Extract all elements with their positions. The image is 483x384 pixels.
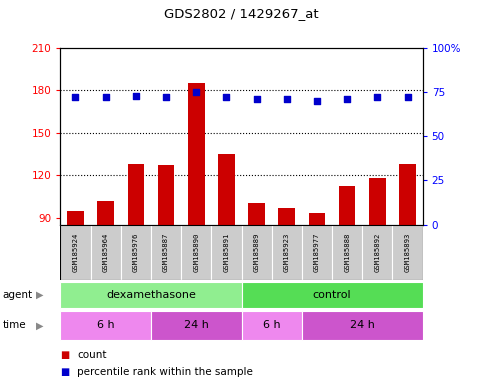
- Text: GSM185924: GSM185924: [72, 233, 78, 272]
- Bar: [188, 83, 204, 345]
- Text: control: control: [313, 290, 351, 300]
- Point: [132, 93, 140, 99]
- Bar: [248, 204, 265, 345]
- Text: ▶: ▶: [36, 320, 44, 331]
- Bar: [60, 282, 242, 308]
- Text: GSM185893: GSM185893: [405, 233, 411, 272]
- Text: 24 h: 24 h: [184, 320, 209, 331]
- Bar: [302, 311, 423, 340]
- Text: GSM185891: GSM185891: [224, 233, 229, 272]
- Text: ▶: ▶: [36, 290, 44, 300]
- Bar: [91, 225, 121, 280]
- Point: [283, 96, 291, 102]
- Bar: [339, 187, 355, 345]
- Text: agent: agent: [2, 290, 32, 300]
- Bar: [242, 225, 271, 280]
- Bar: [151, 225, 181, 280]
- Bar: [302, 225, 332, 280]
- Text: ■: ■: [60, 350, 70, 360]
- Text: 24 h: 24 h: [350, 320, 375, 331]
- Point: [162, 94, 170, 101]
- Text: dexamethasone: dexamethasone: [106, 290, 196, 300]
- Text: GSM185887: GSM185887: [163, 233, 169, 272]
- Bar: [332, 225, 362, 280]
- Text: 6 h: 6 h: [97, 320, 114, 331]
- Text: GSM185888: GSM185888: [344, 233, 350, 272]
- Bar: [242, 311, 302, 340]
- Text: 6 h: 6 h: [263, 320, 281, 331]
- Bar: [67, 210, 84, 345]
- Text: time: time: [2, 320, 26, 331]
- Point: [71, 94, 79, 101]
- Text: GSM185977: GSM185977: [314, 233, 320, 272]
- Point: [313, 98, 321, 104]
- Bar: [399, 164, 416, 345]
- Bar: [158, 165, 174, 345]
- Text: GSM185964: GSM185964: [103, 233, 109, 272]
- Bar: [128, 164, 144, 345]
- Point: [102, 94, 110, 101]
- Bar: [279, 208, 295, 345]
- Text: GDS2802 / 1429267_at: GDS2802 / 1429267_at: [164, 7, 319, 20]
- Text: GSM185890: GSM185890: [193, 233, 199, 272]
- Text: GSM185976: GSM185976: [133, 233, 139, 272]
- Point: [192, 89, 200, 95]
- Text: percentile rank within the sample: percentile rank within the sample: [77, 367, 253, 377]
- Point: [253, 96, 260, 102]
- Bar: [362, 225, 393, 280]
- Text: GSM185892: GSM185892: [374, 233, 380, 272]
- Point: [343, 96, 351, 102]
- Bar: [212, 225, 242, 280]
- Bar: [60, 225, 91, 280]
- Bar: [181, 225, 212, 280]
- Bar: [271, 225, 302, 280]
- Bar: [393, 225, 423, 280]
- Bar: [121, 225, 151, 280]
- Text: ■: ■: [60, 367, 70, 377]
- Bar: [369, 178, 385, 345]
- Text: GSM185923: GSM185923: [284, 233, 290, 272]
- Bar: [309, 214, 325, 345]
- Text: count: count: [77, 350, 107, 360]
- Bar: [60, 311, 151, 340]
- Bar: [151, 311, 242, 340]
- Bar: [242, 282, 423, 308]
- Bar: [218, 154, 235, 345]
- Point: [404, 94, 412, 101]
- Point: [373, 94, 381, 101]
- Point: [223, 94, 230, 101]
- Text: GSM185889: GSM185889: [254, 233, 259, 272]
- Bar: [98, 200, 114, 345]
